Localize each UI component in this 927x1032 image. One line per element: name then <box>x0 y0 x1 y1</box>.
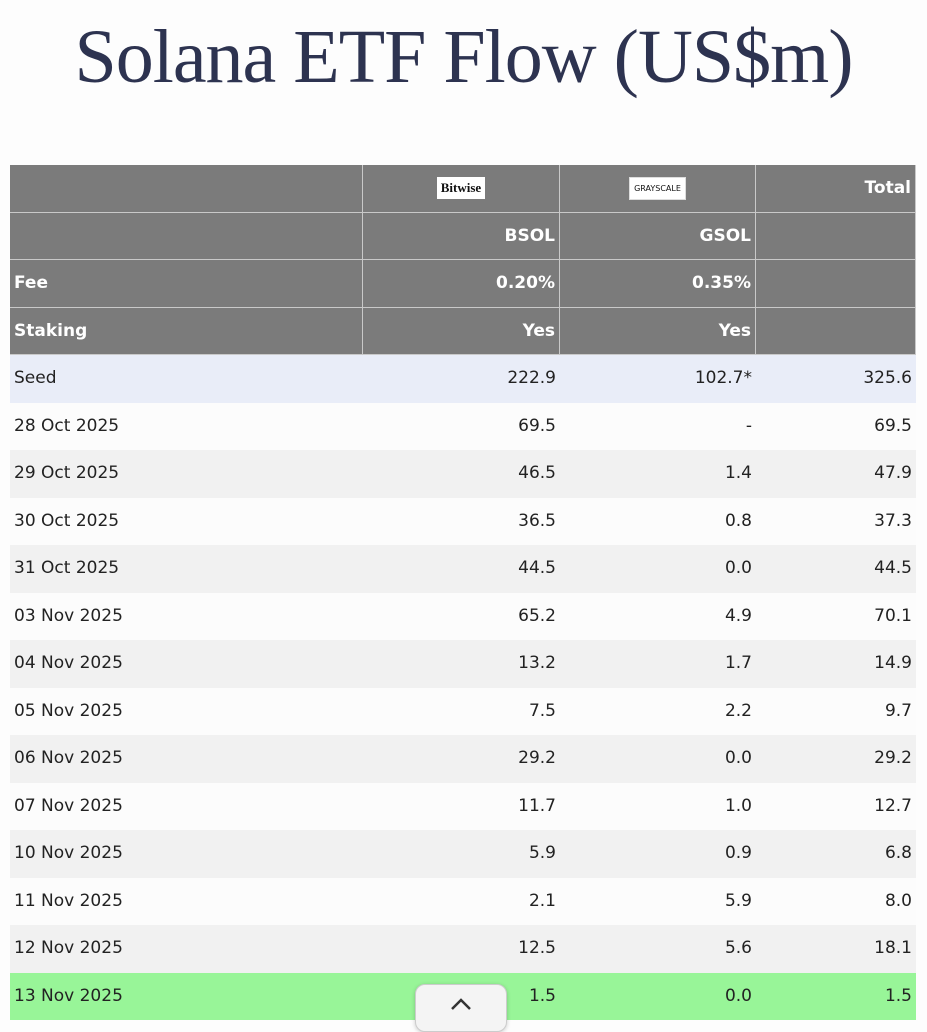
row-label: 13 Nov 2025 <box>10 972 363 1020</box>
row-label: 07 Nov 2025 <box>10 782 363 830</box>
row-label: 06 Nov 2025 <box>10 735 363 783</box>
flow-value: 9.7 <box>756 687 916 735</box>
row-label: Seed <box>10 355 363 403</box>
flow-value: 14.9 <box>756 640 916 688</box>
flow-value: 1.5 <box>756 972 916 1020</box>
flow-value: 29.2 <box>756 735 916 783</box>
flow-value: 46.5 <box>363 450 560 498</box>
row-label: 04 Nov 2025 <box>10 640 363 688</box>
row-label: 05 Nov 2025 <box>10 687 363 735</box>
flow-value: 1.0 <box>560 782 756 830</box>
fee-value: 0.20% <box>363 260 560 308</box>
flow-value: 70.1 <box>756 592 916 640</box>
flow-value: 222.9 <box>363 355 560 403</box>
header-cell: Total <box>756 165 916 213</box>
staking-value: Yes <box>363 307 560 355</box>
flow-value: 8.0 <box>756 877 916 925</box>
scroll-up-button[interactable] <box>415 984 507 1032</box>
row-label: 12 Nov 2025 <box>10 925 363 973</box>
flow-value: 0.9 <box>560 830 756 878</box>
flow-value: - <box>560 402 756 450</box>
flow-value: 6.8 <box>756 830 916 878</box>
header-cell <box>10 212 363 260</box>
flow-value: 65.2 <box>363 592 560 640</box>
header-cell <box>756 260 916 308</box>
flow-value: 5.9 <box>560 877 756 925</box>
header-cell: Bitwise <box>363 165 560 213</box>
ticker: BSOL <box>363 212 560 260</box>
issuer-logo: Bitwise <box>436 177 486 199</box>
fee-value: 0.35% <box>560 260 756 308</box>
row-label: 31 Oct 2025 <box>10 545 363 593</box>
header-cell <box>756 307 916 355</box>
row-label: 03 Nov 2025 <box>10 592 363 640</box>
flow-value: 12.7 <box>756 782 916 830</box>
flow-value: 2.1 <box>363 877 560 925</box>
issuer-logo: GRAYSCALE <box>629 176 686 200</box>
flow-value: 37.3 <box>756 497 916 545</box>
flow-value: 36.5 <box>363 497 560 545</box>
flow-value: 1.7 <box>560 640 756 688</box>
flow-value: 44.5 <box>363 545 560 593</box>
row-label: 11 Nov 2025 <box>10 877 363 925</box>
chevron-icon <box>451 998 471 1010</box>
flow-value: 11.7 <box>363 782 560 830</box>
flow-value: 5.9 <box>363 830 560 878</box>
row-label: 28 Oct 2025 <box>10 402 363 450</box>
header-cell: GRAYSCALE <box>560 165 756 213</box>
flow-value: 5.6 <box>560 925 756 973</box>
flow-value: 29.2 <box>363 735 560 783</box>
flow-value: 1.4 <box>560 450 756 498</box>
staking-label: Staking <box>10 307 363 355</box>
staking-value: Yes <box>560 307 756 355</box>
flow-value: 18.1 <box>756 925 916 973</box>
flow-value: 102.7* <box>560 355 756 403</box>
fee-label: Fee <box>10 260 363 308</box>
row-label: 10 Nov 2025 <box>10 830 363 878</box>
flow-value: 7.5 <box>363 687 560 735</box>
flow-value: 2.2 <box>560 687 756 735</box>
flow-value: 12.5 <box>363 925 560 973</box>
flow-value: 13.2 <box>363 640 560 688</box>
flow-value: 47.9 <box>756 450 916 498</box>
flow-value: 0.0 <box>560 972 756 1020</box>
flow-value: 0.0 <box>560 735 756 783</box>
flow-value: 0.0 <box>560 545 756 593</box>
flow-value: 44.5 <box>756 545 916 593</box>
page-title: Solana ETF Flow (US$m) <box>74 15 853 99</box>
header-cell <box>756 212 916 260</box>
flow-value: 69.5 <box>756 402 916 450</box>
flow-value: 4.9 <box>560 592 756 640</box>
flow-value: 0.8 <box>560 497 756 545</box>
row-label: 29 Oct 2025 <box>10 450 363 498</box>
ticker: GSOL <box>560 212 756 260</box>
flow-value: 325.6 <box>756 355 916 403</box>
row-label: 30 Oct 2025 <box>10 497 363 545</box>
flow-value: 69.5 <box>363 402 560 450</box>
header-cell <box>10 165 363 213</box>
